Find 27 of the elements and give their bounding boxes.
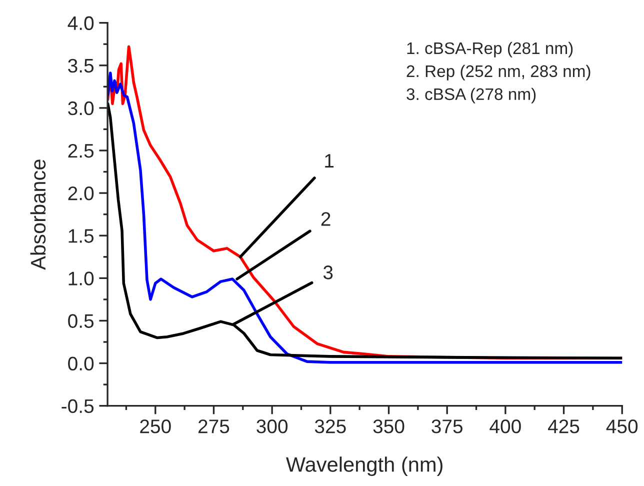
y-tick-label: 0.0 bbox=[68, 356, 94, 370]
x-tick-label: 375 bbox=[432, 420, 462, 434]
annotation: 3 bbox=[323, 266, 333, 280]
x-tick-label: 400 bbox=[490, 420, 521, 434]
y-tick-label: 1.0 bbox=[68, 272, 94, 286]
x-tick-label: 250 bbox=[140, 420, 171, 434]
x-axis-title: Wavelength (nm) bbox=[286, 456, 442, 476]
y-tick-label: 3.0 bbox=[68, 101, 94, 116]
y-tick-label: 4.0 bbox=[68, 16, 94, 30]
x-tick-label: 300 bbox=[256, 420, 288, 434]
y-tick-label: 0.5 bbox=[68, 314, 94, 328]
annotation: 3. cBSA (278 nm) bbox=[406, 88, 536, 104]
y-axis-title: Absorbance bbox=[30, 160, 46, 270]
x-tick-label: 325 bbox=[314, 420, 346, 434]
x-tick-label: 275 bbox=[198, 420, 230, 434]
y-tick-label: 2.0 bbox=[68, 186, 94, 200]
annotation: 1. cBSA-Rep (281 nm) bbox=[407, 42, 573, 58]
x-tick-label: 425 bbox=[548, 420, 580, 434]
y-tick-label: 3.5 bbox=[68, 58, 94, 73]
y-tick-label: 2.5 bbox=[68, 144, 94, 158]
x-tick-label: 450 bbox=[606, 420, 638, 434]
x-tick-label: 350 bbox=[373, 420, 404, 434]
annotation: 1 bbox=[325, 154, 334, 168]
y-tick-label: 1.5 bbox=[68, 229, 94, 243]
annotation: 2. Rep (252 nm, 283 nm) bbox=[406, 64, 590, 80]
annotation: 2 bbox=[321, 212, 330, 226]
y-tick-label: -0.5 bbox=[62, 399, 94, 414]
